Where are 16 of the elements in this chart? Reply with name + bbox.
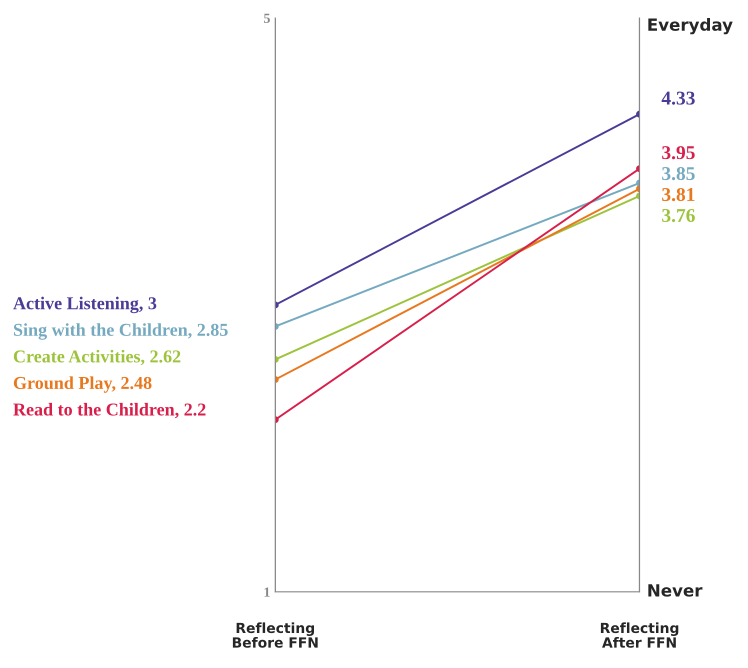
annotation: Never <box>648 584 702 597</box>
text: Read to the Children, 2.2 <box>13 402 206 418</box>
data-label: 4.33 <box>662 92 695 105</box>
x-tick-label: Reflecting Before FFN <box>232 622 318 648</box>
data-label: 3.95 <box>662 146 695 160</box>
text: Ground Play, 2.48 <box>14 376 152 393</box>
data-label: 3.76 <box>662 208 695 222</box>
text: Create Activities, 2.62 <box>14 350 180 366</box>
data-label: 3.81 <box>662 188 694 202</box>
data-label: 3.85 <box>662 167 695 180</box>
annotation: Everyday <box>648 18 733 34</box>
x-tick-label: Reflecting After FFN <box>600 622 678 648</box>
y-tick-label: 1 <box>264 588 270 597</box>
text: Sing with the Children, 2.85 <box>14 323 228 340</box>
text: Active Listening, 3 <box>13 296 156 314</box>
y-tick-label: 5 <box>264 14 270 23</box>
